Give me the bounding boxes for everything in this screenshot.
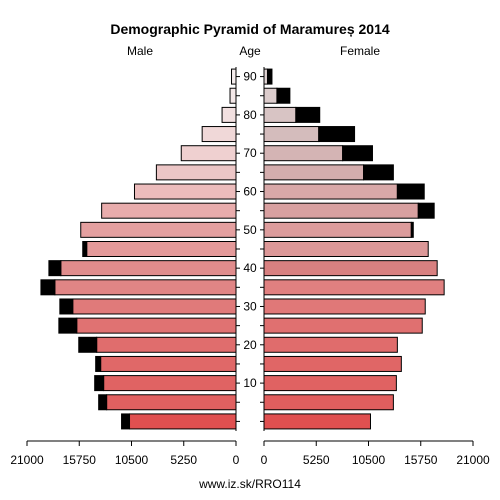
female-excess-bar-55-59 <box>417 202 435 219</box>
female-bar-10-14 <box>263 375 397 392</box>
male-excess-bar-20-24 <box>78 336 98 353</box>
male-bar-70-74 <box>180 145 237 162</box>
age-header: Age <box>239 44 261 58</box>
male-bar-45-49 <box>86 241 237 257</box>
male-excess-bar-10-14 <box>94 375 105 392</box>
male-value-tick-label: 5250 <box>170 453 197 467</box>
age-tick-label: 60 <box>243 185 257 199</box>
male-excess-bar-45-49 <box>82 241 88 257</box>
female-bar-60-64 <box>263 183 398 200</box>
male-excess-bar-30-34 <box>59 298 74 315</box>
female-excess-bar-50-54 <box>410 221 414 238</box>
male-bar-90+ <box>231 68 237 85</box>
female-bar-45-49 <box>263 241 429 257</box>
male-excess-bar-25-29 <box>58 317 78 334</box>
female-value-tick-label: 0 <box>261 453 268 467</box>
male-bar-65-69 <box>155 164 237 181</box>
male-bar-85-89 <box>229 87 237 104</box>
male-bar-50-54 <box>80 221 237 238</box>
female-bar-90+ <box>263 68 268 85</box>
age-tick-label: 30 <box>243 299 257 313</box>
female-bar-30-34 <box>263 298 426 315</box>
male-excess-bar-0-4 <box>121 413 131 430</box>
male-excess-bar-5-9 <box>98 394 108 411</box>
female-excess-bar-70-74 <box>342 145 373 162</box>
male-bar-60-64 <box>133 183 237 200</box>
male-header: Male <box>127 44 153 58</box>
chart-title: Demographic Pyramid of Maramureș 2014 <box>110 21 390 37</box>
female-value-tick-label: 5250 <box>303 453 330 467</box>
female-excess-bar-80-84 <box>295 106 321 123</box>
male-bar-0-4 <box>129 413 237 430</box>
female-bar-40-44 <box>263 260 438 277</box>
age-tick-label: 50 <box>243 223 257 237</box>
age-tick-label: 90 <box>243 70 257 84</box>
female-bar-50-54 <box>263 221 412 238</box>
male-bar-55-59 <box>101 202 237 219</box>
female-header: Female <box>340 44 380 58</box>
female-bar-65-69 <box>263 164 365 181</box>
male-bar-20-24 <box>96 336 237 353</box>
female-bar-5-9 <box>263 394 394 411</box>
male-value-tick-label: 21000 <box>10 453 44 467</box>
female-bar-25-29 <box>263 317 423 334</box>
male-bar-5-9 <box>106 394 237 411</box>
female-bar-80-84 <box>263 106 297 123</box>
axes-layer: 10 20 30 40 50 60 70 80 90 21000 15750 10500 5250 0 0 5… <box>10 67 490 467</box>
male-value-tick-label: 0 <box>233 453 240 467</box>
female-value-tick-label: 10500 <box>352 453 386 467</box>
female-bar-15-19 <box>263 355 402 372</box>
male-value-tick-label: 15750 <box>63 453 97 467</box>
male-bar-10-14 <box>103 375 237 392</box>
female-excess-bar-65-69 <box>363 164 394 181</box>
female-excess-bar-90+ <box>266 68 273 85</box>
age-tick-label: 80 <box>243 108 257 122</box>
male-bar-35-39 <box>54 279 237 296</box>
female-bar-20-24 <box>263 336 398 353</box>
age-tick-label: 20 <box>243 338 257 352</box>
male-bar-80-84 <box>221 106 237 123</box>
male-bar-25-29 <box>76 317 237 334</box>
female-value-tick-label: 21000 <box>456 453 490 467</box>
female-bar-55-59 <box>263 202 419 219</box>
female-bar-85-89 <box>263 87 278 104</box>
female-bar-75-79 <box>263 126 320 143</box>
footer-url: www.iz.sk/RRO114 <box>198 477 301 491</box>
male-excess-bar-15-19 <box>95 355 102 372</box>
female-bar-70-74 <box>263 145 344 162</box>
male-bar-75-79 <box>201 126 237 143</box>
age-tick-label: 70 <box>243 146 257 160</box>
male-bar-30-34 <box>72 298 237 315</box>
female-bar-0-4 <box>263 413 371 430</box>
female-excess-bar-75-79 <box>318 126 356 143</box>
male-bar-40-44 <box>60 260 237 277</box>
female-bar-35-39 <box>263 279 445 296</box>
female-value-tick-label: 15750 <box>404 453 438 467</box>
bars-layer <box>40 68 445 430</box>
female-excess-bar-85-89 <box>276 87 291 104</box>
male-excess-bar-40-44 <box>48 260 62 277</box>
male-bar-15-19 <box>100 355 237 372</box>
male-value-tick-label: 10500 <box>115 453 149 467</box>
age-tick-label: 10 <box>243 376 257 390</box>
female-excess-bar-60-64 <box>396 183 425 200</box>
male-excess-bar-35-39 <box>40 279 56 296</box>
age-tick-label: 40 <box>243 261 257 275</box>
